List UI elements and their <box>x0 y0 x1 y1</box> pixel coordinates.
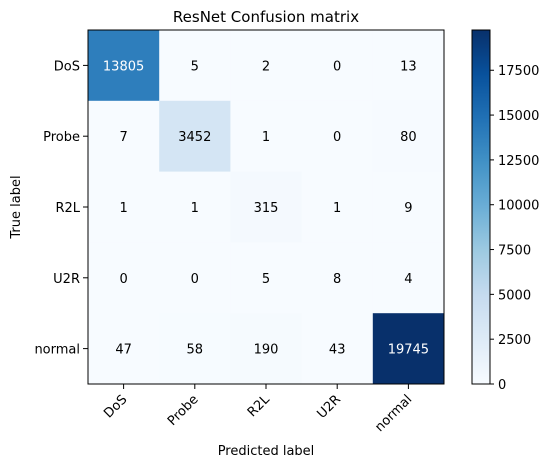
heatmap-cell <box>88 242 160 314</box>
cell-value-label: 1 <box>262 130 270 145</box>
heatmap-cell <box>301 242 374 314</box>
heatmap-cell <box>301 171 374 243</box>
heatmap-cell <box>159 313 231 385</box>
colorbar-tick-label: 17500 <box>498 64 539 79</box>
colorbar-tick-label: 7500 <box>498 244 531 259</box>
cell-value-label: 3452 <box>178 130 211 145</box>
heatmap-cell <box>88 171 160 243</box>
cell-value-label: 19745 <box>388 343 429 358</box>
heatmap-cell <box>88 313 160 385</box>
cell-value-label: 5 <box>262 272 270 287</box>
cell-value-label: 4 <box>404 272 412 287</box>
cell-value-label: 58 <box>187 343 204 358</box>
heatmap-cell <box>230 171 303 243</box>
cell-value-label: 9 <box>404 201 412 216</box>
heatmap-cell <box>301 100 374 173</box>
x-tick-label: Probe <box>165 392 202 429</box>
y-axis-label: True label <box>9 175 24 239</box>
y-axis-ticks: DoS Probe R2L U2R normal <box>34 59 88 358</box>
heatmap-cell <box>159 171 231 243</box>
heatmap-cell <box>372 313 445 385</box>
heatmap-cell <box>159 100 231 173</box>
x-tick-label: DoS <box>101 392 130 421</box>
colorbar <box>471 29 491 385</box>
x-axis-ticks: DoS Probe R2L U2R normal <box>101 384 415 435</box>
cell-value-label: 0 <box>333 59 341 74</box>
heatmap-cell <box>230 100 303 173</box>
colorbar-ticks: 0 2500 5000 7500 10000 12500 15000 17500 <box>490 64 539 393</box>
heatmap-cell <box>159 30 231 102</box>
heatmap-cell <box>372 30 445 102</box>
colorbar-tick-label: 12500 <box>498 154 539 169</box>
cell-value-label: 0 <box>191 272 199 287</box>
heatmap-cell-labels: 13805 5 2 0 137 3452 1 0 801 1 315 1 90 0 5 8 447 58 190 43… <box>103 59 429 357</box>
x-tick-label: R2L <box>245 392 273 420</box>
cell-value-label: 2 <box>262 59 270 74</box>
cell-value-label: 43 <box>329 343 346 358</box>
y-tick-label: Probe <box>43 130 80 145</box>
heatmap-cells <box>88 30 445 385</box>
cell-value-label: 0 <box>119 272 127 287</box>
cell-value-label: 315 <box>254 201 279 216</box>
colorbar-tick-label: 0 <box>498 378 506 393</box>
colorbar-tick-label: 15000 <box>498 109 539 124</box>
heatmap-cell <box>230 242 303 314</box>
y-tick-label: R2L <box>55 201 80 216</box>
cell-value-label: 7 <box>119 130 127 145</box>
cell-value-label: 13 <box>400 59 417 74</box>
x-tick-label: normal <box>372 392 415 435</box>
heatmap-cell <box>230 30 303 102</box>
heatmap-cell <box>372 242 445 314</box>
y-tick-label: normal <box>34 343 80 358</box>
heatmap-cell <box>88 30 160 102</box>
heatmap-cell <box>301 313 374 385</box>
y-tick-label: DoS <box>54 59 80 74</box>
cell-value-label: 8 <box>333 272 341 287</box>
heatmap-cell <box>159 242 231 314</box>
x-tick-label: U2R <box>314 392 344 422</box>
cell-value-label: 5 <box>191 59 199 74</box>
x-axis-label: Predicted label <box>218 444 315 459</box>
cell-value-label: 80 <box>400 130 417 145</box>
heatmap-cell <box>301 30 374 102</box>
heatmap-cell <box>230 313 303 385</box>
cell-value-label: 1 <box>119 201 127 216</box>
cell-value-label: 1 <box>191 201 199 216</box>
cell-value-label: 13805 <box>103 59 144 74</box>
colorbar-tick-label: 2500 <box>498 333 531 348</box>
cell-value-label: 1 <box>333 201 341 216</box>
colorbar-tick-label: 10000 <box>498 199 539 214</box>
colorbar-tick-label: 5000 <box>498 288 531 303</box>
heatmap-cell <box>88 100 160 173</box>
cell-value-label: 0 <box>333 130 341 145</box>
cell-value-label: 47 <box>115 343 132 358</box>
chart-title: ResNet Confusion matrix <box>173 8 359 26</box>
cell-value-label: 190 <box>254 343 279 358</box>
heatmap-cell <box>372 171 445 243</box>
y-tick-label: U2R <box>53 272 80 287</box>
heatmap-cell <box>372 100 445 173</box>
